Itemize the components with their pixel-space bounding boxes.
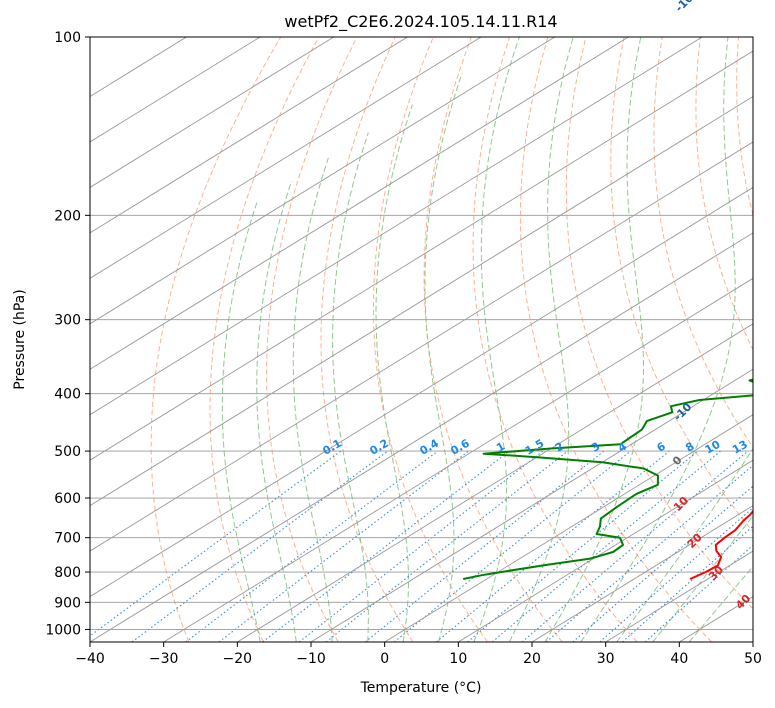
moist-adiabat-line	[616, 447, 753, 642]
isotherm-line	[90, 37, 629, 370]
isotherm-line	[90, 37, 261, 143]
moist-adiabat-line	[424, 72, 463, 642]
moist-adiabat-line	[508, 37, 574, 642]
dry-adiabat-line	[150, 37, 282, 642]
isotherm-line	[90, 37, 334, 188]
mixing-ratio-line	[90, 450, 342, 637]
isotherm-line	[90, 37, 703, 416]
isotherm-line	[163, 277, 753, 642]
axes: −40 −30 −20 −10 0 10 20 30 40 50 1000 900 800 700 600 5…	[45, 30, 762, 667]
y-axis-title: Pressure (hPa)	[12, 289, 28, 389]
dry-adiabat-line	[209, 37, 320, 642]
chart-title: wetPf2_C2E6.2024.105.14.11.R14	[284, 12, 557, 32]
x-tick-label: 30	[597, 651, 615, 667]
dry-adiabat-line	[373, 37, 489, 642]
isotherm-line	[310, 368, 753, 642]
dry-adiabat-line	[423, 37, 563, 642]
temperature-profile-line	[689, 509, 753, 580]
profile-series	[462, 378, 753, 580]
x-tick-label: −20	[223, 651, 253, 667]
moist-adiabat-line	[292, 157, 333, 642]
isotherm-line	[384, 414, 753, 642]
y-tick-label: 1000	[45, 622, 81, 638]
dry-adiabat-line	[610, 37, 753, 533]
mixing-ratio-line	[467, 450, 699, 642]
y-tick-label: 300	[54, 313, 81, 329]
moist-adiabat-line	[375, 104, 413, 642]
isotherm-line	[90, 37, 408, 234]
moist-adiabat-line	[688, 565, 753, 642]
x-tick-label: −30	[149, 651, 179, 667]
dry-adiabat-line	[565, 37, 753, 610]
mixing-ratio-line	[521, 450, 749, 642]
mixing-ratio-line	[436, 450, 670, 642]
mixing-ratio-line	[262, 450, 510, 642]
isotherm-line	[90, 95, 753, 507]
x-tick-label: −40	[75, 651, 105, 667]
isotherm-line	[90, 37, 482, 279]
isotherm-line	[90, 50, 753, 461]
dry-adiabat-line	[695, 37, 753, 351]
isotherm-line	[237, 323, 753, 642]
isotherm-line	[531, 505, 753, 642]
y-tick-label: 200	[54, 208, 81, 224]
x-tick-label: 20	[523, 651, 541, 667]
isotherm-line	[90, 186, 753, 598]
moist-adiabat-line	[256, 180, 297, 642]
x-tick-label: 10	[449, 651, 467, 667]
moist-adiabat-line	[221, 201, 261, 642]
y-tick-label: 600	[54, 491, 81, 507]
y-tick-label: 100	[54, 30, 81, 46]
x-tick-label: 50	[744, 651, 762, 667]
y-tick-label: 700	[54, 531, 81, 547]
x-tick-label: 0	[380, 651, 389, 667]
dewpoint-profile-line	[462, 378, 753, 580]
plot-frame	[89, 36, 754, 643]
y-tick-label: 900	[54, 595, 81, 611]
x-tick-label: 40	[670, 651, 688, 667]
isotherm-line	[90, 141, 753, 552]
y-tick-label: 800	[54, 565, 81, 581]
mixing-ratio-line	[364, 450, 605, 642]
moist-adiabat-line	[544, 37, 644, 642]
dry-adiabat-line	[472, 37, 638, 642]
skew-t-grid	[90, 37, 753, 642]
isotherm-line	[90, 232, 753, 642]
x-tick-label: −10	[296, 651, 326, 667]
x-axis-title: Temperature (°C)	[360, 680, 482, 696]
isotherm-line	[90, 37, 555, 325]
mixing-ratio-line	[218, 450, 469, 642]
y-tick-label: 400	[54, 387, 81, 403]
mixing-ratio-line	[185, 450, 439, 642]
y-tick-label: 500	[54, 444, 81, 460]
